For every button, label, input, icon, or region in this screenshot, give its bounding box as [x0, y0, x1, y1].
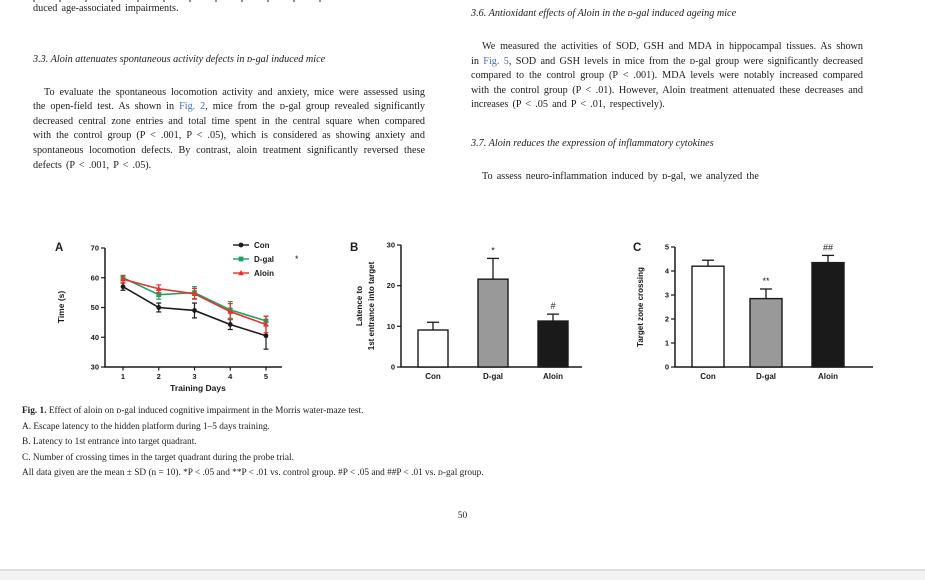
category-label: D-gal: [483, 372, 503, 381]
data-marker: [227, 322, 233, 327]
significance-annotation: *: [491, 245, 495, 255]
bar: [691, 265, 725, 368]
bar: [417, 329, 449, 368]
section-paragraph-3-7: To assess neuro-inflammation induced by …: [482, 170, 759, 182]
x-tick-label: 4: [228, 372, 233, 381]
data-marker: [156, 305, 162, 310]
category-label: D-gal: [756, 372, 776, 381]
x-axis-label: Training Days: [170, 383, 226, 393]
data-marker: [227, 308, 234, 314]
y-tick-label: 1: [665, 339, 669, 348]
y-tick-label: 60: [91, 273, 99, 282]
data-marker: [238, 270, 244, 276]
page-number: 50: [457, 511, 468, 521]
paragraph-text: We measured the activities of SOD, GSH a…: [471, 41, 863, 67]
paragraph-text: , SOD and GSH levels in mice from the ᴅ-…: [471, 55, 863, 111]
y-axis-label: Latence to: [355, 286, 364, 326]
section-heading-3-6: 3.6. Antioxidant effects of Aloin in the…: [471, 8, 737, 19]
bar: [477, 278, 509, 368]
section-paragraph-3-6: We measured the activities of SOD, GSH a…: [471, 40, 863, 113]
significance-annotation: ##: [823, 242, 833, 252]
category-label: Aloin: [543, 372, 563, 381]
bar: [749, 297, 783, 368]
category-label: Con: [700, 372, 716, 381]
cut-off-text-fragment: [33, 0, 333, 2]
figure-caption: Fig. 1. Effect of aloin on ᴅ-gal induced…: [22, 404, 907, 482]
section-heading-3-3: 3.3. Aloin attenuates spontaneous activi…: [33, 53, 326, 65]
data-marker: [155, 285, 162, 291]
paragraph-text: , mice from the ᴅ-gal group revealed sig…: [33, 101, 425, 171]
panel-label: A: [55, 242, 63, 254]
bar: [537, 320, 569, 368]
y-tick-label: 70: [91, 244, 99, 253]
chart-panel-a-line: 30 40 50 60 70 A 1 2 3 4 5 Training Days Time (s) Con…: [50, 232, 335, 400]
y-tick-label: 0: [391, 363, 395, 372]
legend-label: D-gal: [254, 255, 274, 264]
data-marker: [156, 292, 162, 298]
left-column: duced age-associated impairments. 3.3. A…: [33, 2, 425, 173]
chart-panel-b-bars: 0 10 20 30 B Con D-gal * Aloin # Latence to 1st ent…: [345, 232, 617, 400]
data-marker: [191, 290, 198, 297]
y-tick-label: 20: [387, 281, 395, 290]
caption-line-c: C. Number of crossing times in the targe…: [22, 452, 294, 463]
y-tick-label: 10: [387, 322, 395, 331]
category-label: Con: [425, 372, 441, 381]
caption-title: Effect of aloin on ᴅ-gal induced cogniti…: [46, 406, 364, 416]
data-marker: [238, 256, 244, 262]
data-marker: [263, 333, 269, 339]
section-paragraph-3-3: To evaluate the spontaneous locomotion a…: [33, 86, 425, 174]
caption-line-a: A. Escape latency to the hidden platform…: [22, 421, 270, 432]
y-axis-label: Target zone crossing: [636, 267, 645, 347]
paragraph-text: To evaluate the spontaneous locomotion a…: [33, 86, 425, 113]
right-column: 3.6. Antioxidant effects of Aloin in the…: [471, 8, 863, 185]
y-tick-label: 2: [665, 315, 669, 324]
y-tick-label: 40: [91, 333, 99, 342]
x-tick-label: 1: [121, 372, 125, 381]
significance-annotation: **: [762, 276, 770, 286]
y-tick-label: 3: [665, 291, 669, 300]
legend-label: Aloin: [254, 269, 274, 278]
fig2-link[interactable]: Fig. 2: [179, 101, 206, 113]
data-marker: [120, 276, 126, 282]
y-tick-label: 30: [387, 241, 395, 250]
paragraph-continuation: duced age-associated impairments.: [33, 3, 179, 14]
caption-label: Fig. 1.: [22, 406, 47, 416]
y-tick-label: 5: [665, 243, 669, 252]
axis-line: [104, 248, 282, 368]
y-tick-label: 30: [91, 363, 99, 372]
y-tick-label: 4: [665, 267, 670, 276]
data-marker: [263, 321, 269, 327]
y-axis-label: 1st entrance into target: [367, 261, 376, 350]
caption-line-b: B. Latency to 1st entrance into target q…: [22, 437, 197, 448]
y-tick-label: 0: [665, 363, 669, 372]
y-tick-label: 50: [91, 303, 99, 312]
panel-label: B: [350, 242, 358, 254]
category-label: Aloin: [818, 372, 838, 381]
x-tick-label: 3: [192, 372, 196, 381]
x-tick-label: 5: [264, 372, 268, 381]
data-marker: [192, 308, 197, 313]
x-tick-label: 2: [157, 372, 161, 381]
significance-annotation: #: [550, 301, 555, 311]
legend-significance-mark: *: [295, 254, 299, 264]
window-bottom-bar: [0, 569, 925, 580]
section-heading-3-7: 3.7. Aloin reduces the expression of inf…: [471, 137, 714, 149]
fig5-link[interactable]: Fig. 5: [483, 55, 509, 67]
legend-label: Con: [254, 241, 270, 250]
chart-panel-c-bars: 0 1 2 3 4 5 C Con D-gal ** Aloin ## Target zone cros…: [623, 232, 915, 400]
y-axis-label: Time (s): [56, 291, 66, 324]
data-marker: [120, 284, 126, 290]
data-marker: [238, 242, 244, 248]
panel-label: C: [633, 242, 641, 254]
caption-stats-line: All data given are the mean ± SD (n = 10…: [22, 468, 484, 479]
caption-title-line: Fig. 1. Effect of aloin on ᴅ-gal induced…: [22, 404, 907, 420]
bar: [811, 261, 845, 368]
